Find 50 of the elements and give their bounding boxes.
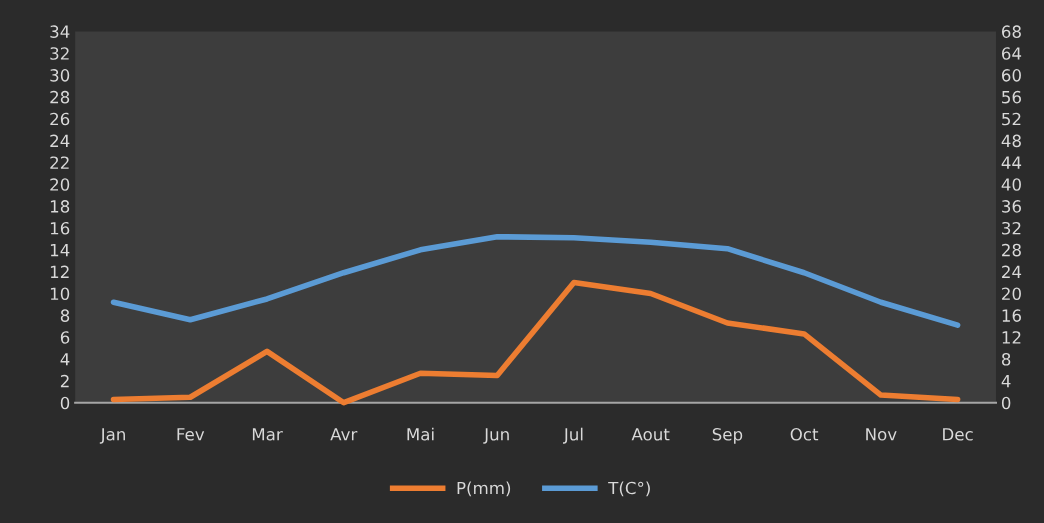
y-tick-label: 12 — [50, 265, 69, 278]
x-tick-label: Oct — [790, 428, 819, 441]
x-tick-label: Mar — [252, 428, 283, 441]
y-tick-label: 26 — [50, 112, 70, 126]
y2-tick-label: 56 — [1002, 90, 1021, 104]
x-tick-label: Fev — [177, 428, 205, 441]
y2-tick-label: 32 — [1002, 221, 1021, 235]
y2-tick-label: 64 — [1002, 47, 1022, 60]
y2-tick-label: 44 — [1001, 156, 1022, 169]
x-tick-label: Jun — [483, 428, 509, 444]
y2-tick-label: 28 — [1002, 243, 1021, 257]
y-tick-label: 8 — [60, 309, 70, 322]
y2-tick-label: 68 — [1002, 25, 1021, 38]
y2-tick-label: 16 — [1002, 309, 1021, 322]
y-tick-label: 24 — [50, 134, 70, 147]
x-tick-label: Mai — [407, 427, 434, 441]
y-tick-label: 0 — [60, 396, 70, 410]
y-tick-label: 6 — [60, 331, 70, 344]
y-tick-label: 28 — [50, 90, 70, 104]
y2-tick-label: 12 — [1002, 331, 1021, 344]
y-tick-label: 4 — [60, 353, 70, 366]
x-tick-label: Avr — [330, 428, 358, 441]
x-tick-label: Aout — [631, 428, 670, 441]
x-tick-label: Dec — [943, 428, 973, 441]
y2-tick-label: 0 — [1001, 396, 1011, 410]
y2-tick-label: 40 — [1001, 178, 1021, 191]
y-tick-label: 18 — [50, 200, 70, 213]
y-tick-label: 16 — [50, 221, 70, 235]
y-tick-label: 30 — [50, 69, 70, 82]
legend-label: P(mm) — [457, 481, 511, 497]
y-tick-label: 22 — [50, 156, 69, 169]
y2-tick-label: 36 — [1002, 200, 1021, 213]
y-tick-label: 20 — [50, 178, 70, 191]
y2-tick-label: 8 — [1001, 352, 1011, 366]
y-tick-label: 34 — [50, 25, 70, 38]
x-tick-label: Nov — [866, 428, 897, 441]
y-tick-label: 32 — [50, 47, 69, 60]
y2-tick-label: 52 — [1002, 112, 1021, 126]
y-tick-label: 10 — [50, 287, 70, 301]
x-tick-label: Sep — [712, 428, 743, 444]
y2-tick-label: 4 — [1001, 375, 1011, 388]
y-tick-label: 14 — [50, 243, 70, 257]
x-tick-label: Jan — [99, 428, 125, 444]
y2-tick-label: 24 — [1002, 265, 1022, 278]
y-tick-label: 2 — [60, 374, 69, 388]
legend-label: T(C°) — [608, 481, 650, 497]
x-tick-label: Jul — [563, 427, 583, 444]
y2-tick-label: 48 — [1001, 134, 1021, 148]
y2-tick-label: 60 — [1002, 69, 1021, 82]
y2-tick-label: 20 — [1002, 287, 1021, 301]
